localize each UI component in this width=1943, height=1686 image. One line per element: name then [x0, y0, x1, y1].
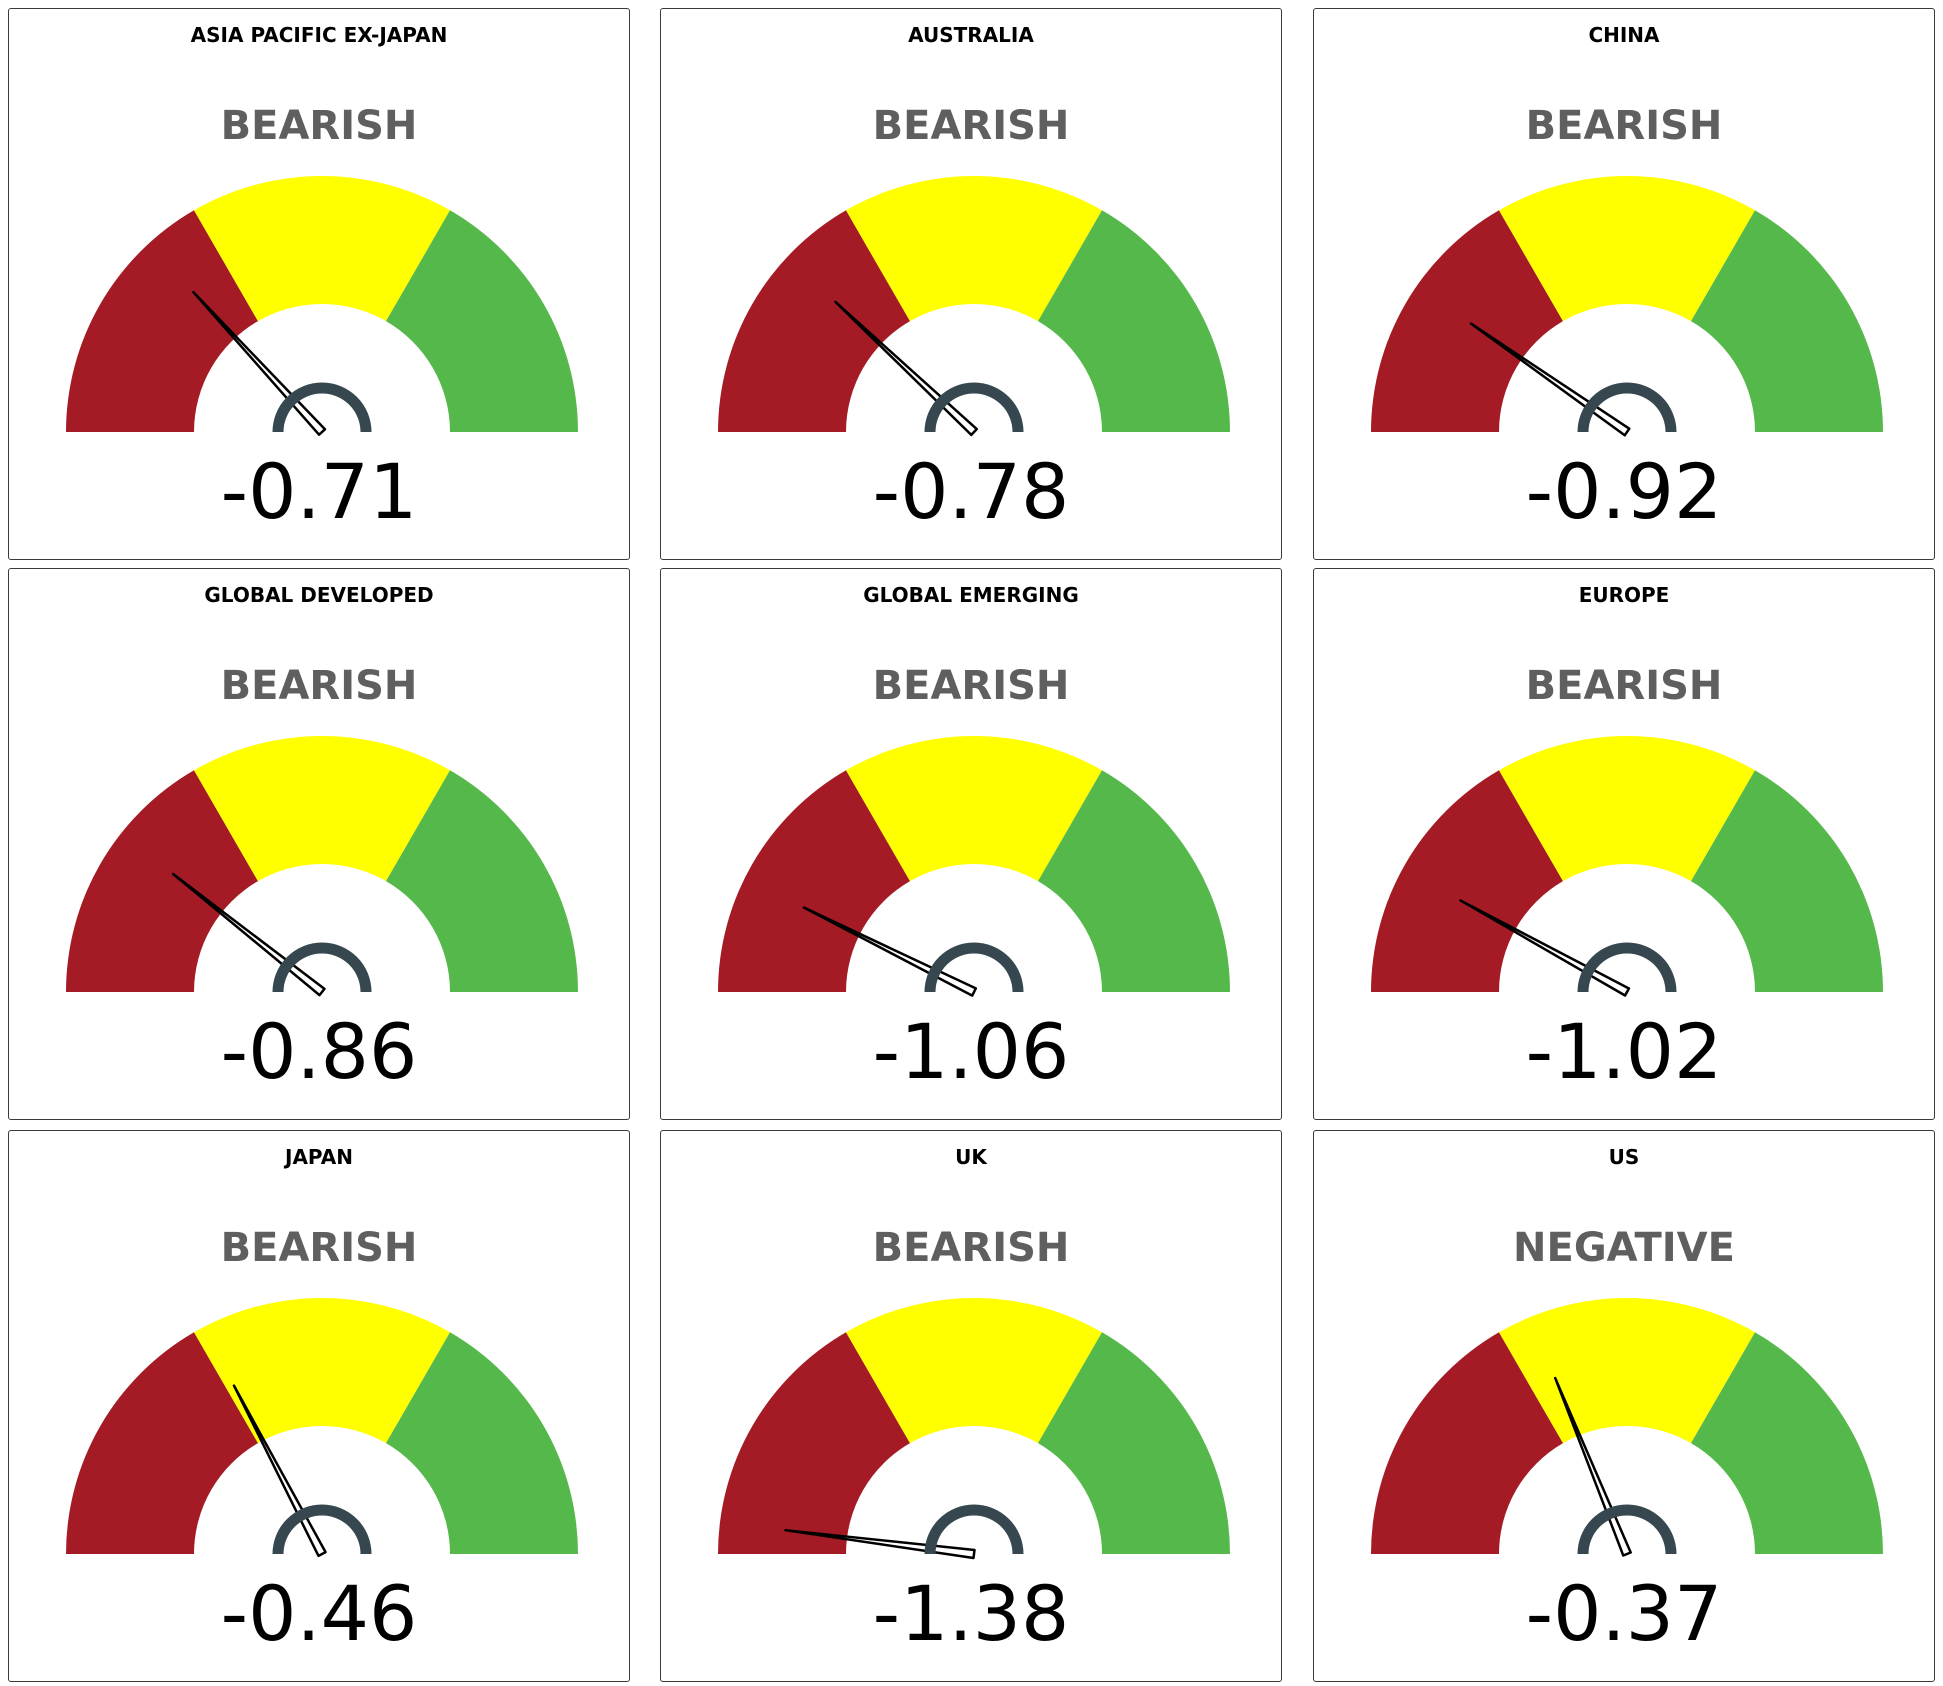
gauge-hub: [1577, 1504, 1677, 1555]
gauge-band-bullish: [1038, 770, 1230, 992]
gauge-svg: [66, 1298, 578, 1558]
gauge-band-bullish: [1691, 770, 1883, 992]
gauge-value: -0.46: [220, 1569, 418, 1658]
gauge-status: BEARISH: [220, 1225, 418, 1271]
gauge-band-neutral: [846, 1298, 1102, 1444]
gauge-band-bearish: [1371, 210, 1563, 432]
gauge-value: -1.06: [872, 1007, 1070, 1096]
gauge-hub: [272, 382, 372, 433]
gauge-hub: [1577, 942, 1677, 993]
gauge-panel-uk: UK BEARISH -1.38: [660, 1130, 1282, 1682]
gauge-band-neutral: [1499, 1298, 1755, 1444]
gauge-status: BEARISH: [1525, 663, 1723, 709]
gauge-panel-global-developed: GLOBAL DEVELOPED BEARISH -0.86: [8, 568, 630, 1120]
gauge-panel-japan: JAPAN BEARISH -0.46: [8, 1130, 630, 1682]
gauge-value: -0.92: [1525, 447, 1723, 536]
gauge-panel-asia-pacific-ex-japan: ASIA PACIFIC EX-JAPAN BEARISH -0.71: [8, 8, 630, 560]
gauge-band-neutral: [194, 736, 450, 882]
gauge-band-neutral: [846, 736, 1102, 882]
gauge-band-bearish: [1371, 1332, 1563, 1554]
gauge-svg: [1371, 1298, 1883, 1557]
gauge-value: -1.38: [872, 1569, 1070, 1658]
gauge-svg: [66, 175, 578, 436]
gauge-status: BEARISH: [872, 663, 1070, 709]
gauge-title: US: [1608, 1145, 1640, 1169]
gauge-value: -0.86: [220, 1007, 418, 1096]
gauge-band-neutral: [846, 175, 1102, 322]
gauge-value: -0.37: [1525, 1569, 1723, 1658]
gauge-title: JAPAN: [285, 1145, 353, 1169]
gauge-svg: [718, 175, 1230, 437]
gauge-band-bearish: [66, 1332, 258, 1554]
gauge-band-bullish: [386, 210, 578, 432]
gauge-title: GLOBAL EMERGING: [863, 583, 1079, 607]
gauge-band-bullish: [1691, 210, 1883, 432]
gauge-status: BEARISH: [872, 1225, 1070, 1271]
gauge-status: BEARISH: [872, 103, 1070, 149]
gauge-band-bearish: [718, 770, 910, 992]
gauge-hub: [272, 1504, 372, 1555]
gauge-band-bearish: [66, 210, 258, 432]
gauge-svg: [1371, 736, 1883, 997]
gauge-panel-europe: EUROPE BEARISH -1.02: [1313, 568, 1935, 1120]
gauge-band-bullish: [386, 770, 578, 992]
gauge-panel-global-emerging: GLOBAL EMERGING BEARISH -1.06: [660, 568, 1282, 1120]
gauge-band-bearish: [66, 770, 258, 992]
gauge-band-bullish: [1691, 1332, 1883, 1554]
gauge-status: NEGATIVE: [1513, 1225, 1735, 1271]
gauge-band-neutral: [194, 175, 450, 322]
gauge-band-bearish: [718, 210, 910, 432]
gauge-title: UK: [955, 1145, 987, 1169]
gauge-panel-china: CHINA BEARISH -0.92: [1313, 8, 1935, 560]
gauge-value: -0.78: [872, 447, 1070, 536]
gauge-value: -1.02: [1525, 1007, 1723, 1096]
gauge-hub: [924, 1504, 1024, 1555]
gauge-panel-us: US NEGATIVE -0.37: [1313, 1130, 1935, 1682]
gauge-panel-australia: AUSTRALIA BEARISH -0.78: [660, 8, 1282, 560]
gauge-hub: [924, 382, 1024, 433]
gauge-title: GLOBAL DEVELOPED: [204, 583, 434, 607]
gauge-hub: [924, 942, 1024, 993]
gauge-status: BEARISH: [220, 663, 418, 709]
gauge-band-bullish: [386, 1332, 578, 1554]
gauge-hub: [272, 942, 372, 993]
gauge-band-neutral: [1499, 736, 1755, 882]
gauge-status: BEARISH: [1525, 103, 1723, 149]
gauge-svg: [718, 736, 1230, 997]
gauge-band-bearish: [718, 1332, 910, 1554]
gauge-svg: [1371, 175, 1883, 437]
gauge-title: ASIA PACIFIC EX-JAPAN: [190, 23, 448, 47]
gauge-status: BEARISH: [220, 103, 418, 149]
gauge-title: CHINA: [1588, 23, 1660, 47]
gauge-title: AUSTRALIA: [908, 23, 1034, 47]
gauge-band-bearish: [1371, 770, 1563, 992]
gauge-title: EUROPE: [1578, 583, 1670, 607]
gauge-band-neutral: [1499, 175, 1755, 322]
gauge-svg: [66, 736, 578, 997]
gauge-value: -0.71: [220, 447, 418, 536]
gauge-band-bullish: [1038, 1332, 1230, 1554]
gauge-band-bullish: [1038, 210, 1230, 432]
gauge-svg: [718, 1298, 1230, 1560]
gauge-band-neutral: [194, 1298, 450, 1444]
gauge-hub: [1577, 382, 1677, 433]
